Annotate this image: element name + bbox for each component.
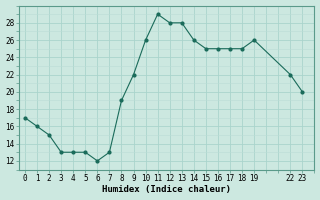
X-axis label: Humidex (Indice chaleur): Humidex (Indice chaleur) [102,185,231,194]
